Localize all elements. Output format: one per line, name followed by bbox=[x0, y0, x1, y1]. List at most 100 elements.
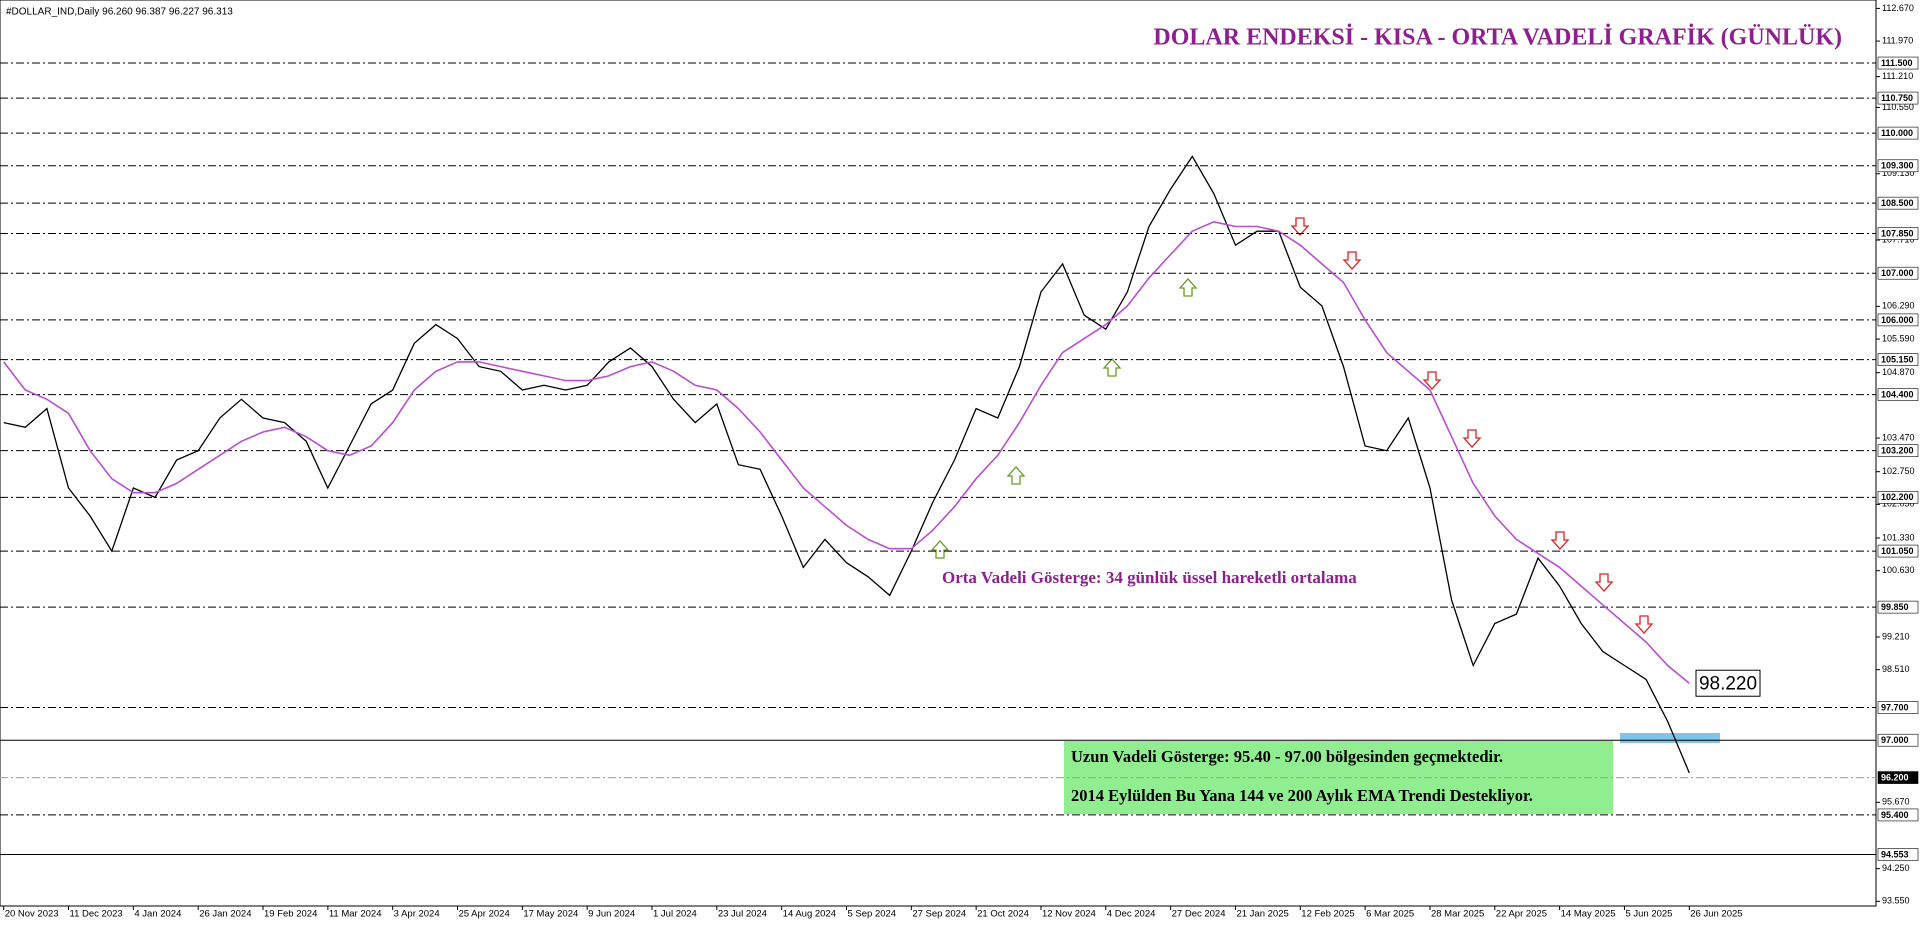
level-label: 110.000 bbox=[1881, 128, 1913, 138]
level-label: 108.500 bbox=[1881, 198, 1914, 208]
y-tick-label: 101.330 bbox=[1882, 532, 1915, 542]
down-arrow bbox=[1634, 615, 1654, 634]
x-tick-label: 14 May 2025 bbox=[1561, 909, 1616, 920]
x-tick-label: 27 Dec 2024 bbox=[1172, 909, 1226, 920]
level-label-bg bbox=[1877, 91, 1919, 105]
y-tick-label: 104.870 bbox=[1882, 367, 1915, 377]
chart-title: DOLAR ENDEKSİ - KISA - ORTA VADELİ GRAFİ… bbox=[1153, 25, 1842, 51]
x-tick-label: 21 Oct 2024 bbox=[977, 909, 1029, 920]
down-arrow bbox=[1342, 251, 1362, 270]
level-label-bg bbox=[1877, 544, 1919, 558]
level-label-bg bbox=[1877, 771, 1919, 784]
level-label-bg bbox=[1877, 56, 1919, 70]
level-label-bg bbox=[1877, 600, 1919, 614]
x-tick-label: 20 Nov 2023 bbox=[5, 909, 59, 920]
x-tick-label: 12 Feb 2025 bbox=[1301, 909, 1354, 920]
level-label: 109.300 bbox=[1881, 161, 1914, 171]
level-label: 97.700 bbox=[1881, 702, 1909, 712]
up-arrow bbox=[1006, 466, 1026, 485]
level-label-bg bbox=[1877, 388, 1919, 401]
signal-arrows bbox=[930, 217, 1654, 634]
level-label: 111.500 bbox=[1881, 58, 1913, 68]
x-tick-label: 25 Apr 2024 bbox=[459, 909, 510, 920]
x-tick-label: 28 Mar 2025 bbox=[1431, 909, 1484, 920]
y-tick-label: 100.630 bbox=[1882, 565, 1915, 575]
chart-info: #DOLLAR_IND,Daily 96.260 96.387 96.227 9… bbox=[6, 7, 233, 18]
level-label: 96.200 bbox=[1881, 772, 1909, 782]
level-label: 105.150 bbox=[1881, 354, 1914, 364]
up-arrow bbox=[1178, 278, 1198, 297]
y-tick-label: 112.670 bbox=[1882, 3, 1914, 13]
y-tick-label: 111.970 bbox=[1882, 35, 1913, 45]
y-tick-label: 95.670 bbox=[1882, 797, 1910, 807]
y-tick-label: 102.750 bbox=[1882, 466, 1915, 476]
x-tick-label: 4 Jan 2024 bbox=[134, 909, 181, 920]
level-label: 107.000 bbox=[1881, 268, 1914, 278]
level-label: 95.400 bbox=[1881, 810, 1909, 820]
y-tick-label: 94.250 bbox=[1882, 863, 1910, 873]
level-label-bg bbox=[1877, 159, 1919, 173]
down-arrow bbox=[1290, 217, 1310, 236]
level-label-bg bbox=[1877, 313, 1919, 327]
y-tick-label: 105.590 bbox=[1882, 333, 1915, 343]
level-label: 110.750 bbox=[1881, 93, 1913, 103]
price-line bbox=[3, 155, 1690, 774]
up-arrow bbox=[930, 540, 950, 559]
x-tick-label: 21 Jan 2025 bbox=[1236, 909, 1288, 920]
level-label: 99.850 bbox=[1881, 602, 1909, 612]
level-label: 104.400 bbox=[1881, 389, 1914, 399]
down-arrow bbox=[1462, 429, 1482, 448]
ema-line bbox=[3, 220, 1690, 684]
level-label-bg bbox=[1877, 196, 1919, 210]
down-arrow bbox=[1550, 531, 1570, 550]
x-tick-label: 6 Mar 2025 bbox=[1366, 909, 1414, 920]
y-tick-label: 99.210 bbox=[1882, 631, 1910, 641]
y-tick-label: 110.550 bbox=[1882, 102, 1914, 112]
level-label-bg bbox=[1877, 491, 1919, 504]
support-zone bbox=[1620, 733, 1720, 743]
y-tick-label: 103.470 bbox=[1882, 432, 1915, 442]
x-tick-label: 9 Jun 2024 bbox=[588, 909, 635, 920]
level-label-bg bbox=[1877, 227, 1919, 240]
level-label: 101.050 bbox=[1881, 546, 1914, 556]
level-label: 107.850 bbox=[1881, 228, 1914, 238]
down-arrow bbox=[1594, 573, 1614, 592]
level-label: 102.200 bbox=[1881, 492, 1914, 502]
level-label-bg bbox=[1877, 266, 1919, 280]
level-label: 103.200 bbox=[1881, 446, 1914, 456]
y-tick-label: 93.550 bbox=[1882, 896, 1910, 906]
x-tick-label: 5 Jun 2025 bbox=[1625, 909, 1672, 920]
last-value-label: 98.220 bbox=[1699, 673, 1757, 694]
y-tick-label: 98.510 bbox=[1882, 664, 1910, 674]
level-label-bg bbox=[1877, 848, 1919, 861]
level-label: 94.553 bbox=[1881, 849, 1909, 859]
level-label: 97.000 bbox=[1881, 735, 1909, 745]
down-arrow bbox=[1422, 371, 1442, 390]
x-tick-label: 1 Jul 2024 bbox=[653, 909, 697, 920]
level-label-bg bbox=[1877, 126, 1919, 140]
x-tick-label: 4 Dec 2024 bbox=[1107, 909, 1156, 920]
level-label-bg bbox=[1877, 701, 1919, 714]
y-tick-label: 109.130 bbox=[1882, 168, 1915, 178]
annotation: Orta Vadeli Gösterge: 34 günlük üssel ha… bbox=[942, 568, 1357, 587]
x-tick-label: 11 Dec 2023 bbox=[70, 909, 123, 920]
x-tick-label: 22 Apr 2025 bbox=[1496, 909, 1547, 920]
x-tick-label: 26 Jan 2024 bbox=[199, 909, 251, 920]
x-tick-label: 3 Apr 2024 bbox=[394, 909, 440, 920]
last-value-box bbox=[1695, 669, 1761, 697]
x-tick-label: 14 Aug 2024 bbox=[783, 909, 836, 920]
x-tick-label: 26 Jun 2025 bbox=[1690, 909, 1742, 920]
x-tick-label: 12 Nov 2024 bbox=[1042, 909, 1096, 920]
x-tick-label: 17 May 2024 bbox=[523, 909, 578, 920]
up-arrow bbox=[1102, 358, 1122, 377]
level-label-bg bbox=[1877, 808, 1919, 822]
x-tick-label: 27 Sep 2024 bbox=[912, 909, 966, 920]
x-tick-label: 11 Mar 2024 bbox=[329, 909, 382, 920]
y-tick-label: 102.050 bbox=[1882, 499, 1915, 509]
y-tick-label: 106.290 bbox=[1882, 301, 1915, 311]
x-tick-label: 19 Feb 2024 bbox=[264, 909, 317, 920]
y-tick-label: 111.210 bbox=[1882, 71, 1913, 81]
level-label-bg bbox=[1877, 353, 1919, 366]
x-tick-label: 23 Jul 2024 bbox=[718, 909, 767, 920]
